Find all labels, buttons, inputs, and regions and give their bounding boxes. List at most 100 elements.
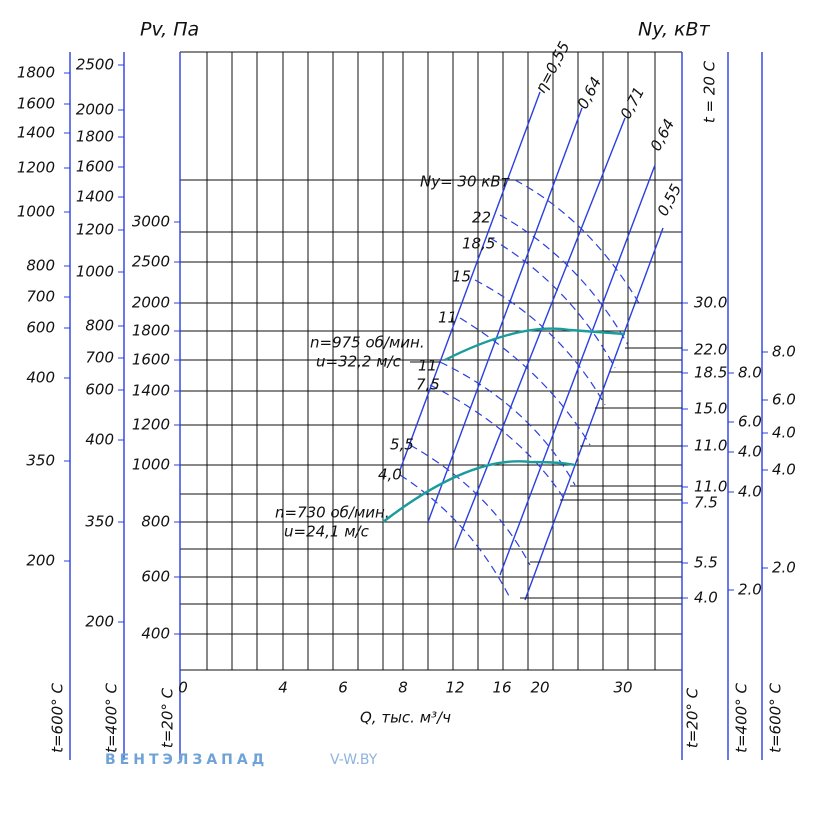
tick-label: 11.0 <box>694 437 727 455</box>
speed-label: n=975 об/мин. <box>310 334 425 352</box>
tick-label: 1800 <box>17 64 55 82</box>
tick-label: 6.0 <box>772 391 796 409</box>
power-curve <box>474 279 606 406</box>
tick-label: 400 <box>85 431 114 449</box>
tick-label: 15.0 <box>694 400 727 418</box>
x-tick-label: 6 <box>338 679 348 697</box>
tick-label: 2000 <box>132 294 170 312</box>
tick-label: 8.0 <box>772 343 796 361</box>
efficiency-label: 0,55 <box>654 181 686 219</box>
tick-label: 1400 <box>76 188 114 206</box>
tick-label: 1600 <box>76 158 114 176</box>
pv-title: Pv, Па <box>140 19 199 41</box>
ny-title: Ny, кВт <box>638 19 711 41</box>
tick-label: 1200 <box>132 416 170 434</box>
power-curve <box>439 361 576 486</box>
power-label: 7,5 <box>416 376 440 394</box>
tick-label: 8.0 <box>738 364 762 382</box>
efficiency-label: 0,64 <box>647 116 679 154</box>
power-label: 18,5 <box>462 235 495 253</box>
watermark-brand: ВЕНТЭЛЗАПАД <box>105 752 268 768</box>
power-curve <box>499 214 629 346</box>
x-tick-label: 4 <box>278 679 288 697</box>
tick-label: 600 <box>26 319 55 337</box>
power-label: 22 <box>472 209 491 227</box>
speed-label: n=730 об/мин. <box>275 504 390 522</box>
efficiency-line <box>524 227 664 601</box>
tick-label: 3000 <box>132 213 170 231</box>
tick-label: 1000 <box>132 456 170 474</box>
x-tick-label: 8 <box>398 679 408 697</box>
t-top: t = 20 C <box>701 60 719 123</box>
power-label: 5,5 <box>390 436 414 454</box>
power-curves <box>399 179 641 599</box>
tick-label: 200 <box>26 552 55 570</box>
x-tick-label: 30 <box>613 679 632 697</box>
efficiency-label: 0,71 <box>617 84 649 122</box>
power-label: 11 <box>438 309 457 327</box>
fan-curve-975 <box>444 327 626 362</box>
axis-label: t=20° C <box>684 687 702 748</box>
tick-label: 800 <box>26 257 55 275</box>
tick-label: 1400 <box>132 382 170 400</box>
tick-label: 1800 <box>76 128 114 146</box>
x-tick-label: 12 <box>445 679 464 697</box>
tick-label: 7.5 <box>694 494 718 512</box>
axis-label: t=600° C <box>49 683 67 753</box>
efficiency-line <box>454 117 626 549</box>
efficiency-line <box>399 91 541 471</box>
power-label: 15 <box>452 268 471 286</box>
tick-label: 700 <box>85 349 114 367</box>
power-label: 4,0 <box>378 466 402 484</box>
tick-label: 4.0 <box>738 443 762 461</box>
tick-label: 400 <box>26 369 55 387</box>
tick-label: 350 <box>85 513 114 531</box>
watermark-site: V-W.BY <box>330 752 378 768</box>
axis-label: t=400° C <box>733 683 751 753</box>
tick-label: 800 <box>141 513 170 531</box>
tick-label: 18.5 <box>694 364 727 382</box>
tick-label: 1000 <box>76 263 114 281</box>
axis-label: t=400° C <box>103 683 121 753</box>
tick-label: 1600 <box>17 95 55 113</box>
power-curve <box>399 474 511 599</box>
tick-label: 6.0 <box>738 413 762 431</box>
tick-label: 4.0 <box>772 424 796 442</box>
efficiency-lines <box>399 91 664 601</box>
speed-label: u=32,2 м/с <box>316 353 402 371</box>
tick-label: 1200 <box>17 159 55 177</box>
power-label: 11 <box>418 357 437 375</box>
tick-label: 1800 <box>132 322 170 340</box>
power-curve <box>514 179 641 306</box>
tick-label: 400 <box>141 625 170 643</box>
x-tick-label: 16 <box>492 679 511 697</box>
speed-label: u=24,1 м/с <box>284 523 370 541</box>
tick-label: 600 <box>141 568 170 586</box>
fan-curve-730 <box>382 460 576 523</box>
tick-label: 2500 <box>132 253 170 271</box>
power-curve <box>489 237 616 369</box>
tick-label: 1400 <box>17 124 55 142</box>
tick-label: 2.0 <box>772 559 796 577</box>
efficiency-line <box>427 107 583 523</box>
tick-label: 600 <box>85 381 114 399</box>
x-tick-label: 0 <box>178 679 188 697</box>
x-tick-label: 20 <box>530 679 549 697</box>
tick-label: 22.0 <box>694 341 727 359</box>
x-axis-title: Q, тыс. м³/ч <box>360 709 451 727</box>
tick-label: 4.0 <box>772 461 796 479</box>
tick-label: 4.0 <box>694 589 718 607</box>
power-label: Ny= 30 кВт <box>420 173 511 191</box>
power-curve <box>429 384 566 501</box>
tick-label: 4.0 <box>738 483 762 501</box>
tick-label: 30.0 <box>694 294 727 312</box>
axis-label: t=600° C <box>767 683 785 753</box>
tick-label: 2000 <box>76 101 114 119</box>
tick-label: 200 <box>85 613 114 631</box>
axes <box>69 52 763 760</box>
power-curve <box>459 317 591 446</box>
ny-leaders <box>520 302 682 599</box>
tick-label: 1000 <box>17 203 55 221</box>
tick-label: 1200 <box>76 221 114 239</box>
